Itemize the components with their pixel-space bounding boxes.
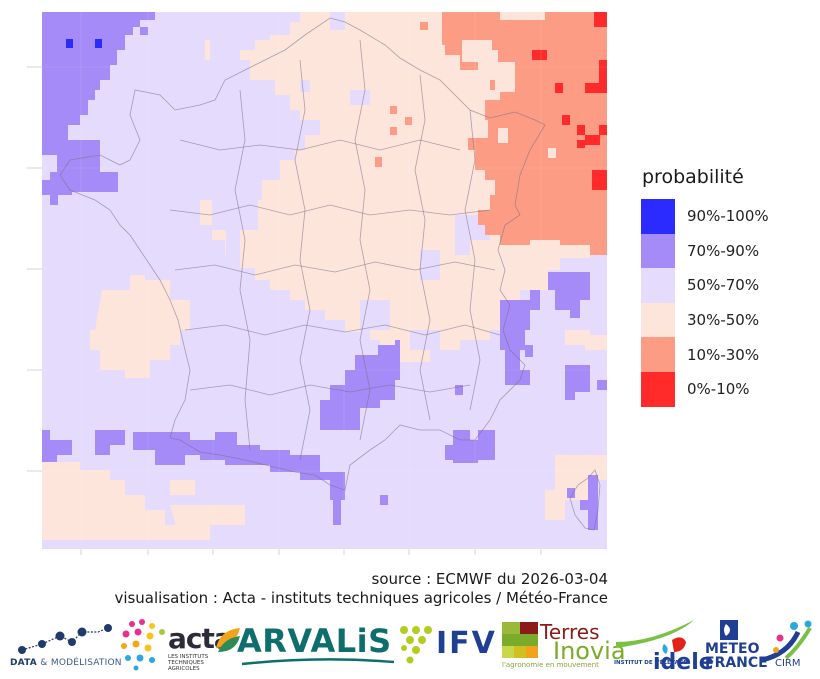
legend-title: probabilité bbox=[642, 166, 744, 188]
terres-logo-text: Terres bbox=[540, 620, 600, 644]
map-cells-0-10 bbox=[532, 12, 607, 190]
axis-ticks bbox=[27, 66, 542, 555]
idele-logo-text: idele bbox=[653, 650, 714, 675]
legend-swatch bbox=[641, 199, 675, 234]
legend-label: 30%-50% bbox=[687, 311, 760, 330]
legend-label: 10%-30% bbox=[687, 345, 760, 364]
map-cells-90-100 bbox=[66, 39, 102, 48]
idele-institut-text: INSTITUT DE L'ÉLEVAGE bbox=[614, 660, 688, 666]
legend-item-50-70: 50%-70% bbox=[641, 268, 769, 303]
visualisation-text: visualisation : Acta - instituts techniq… bbox=[114, 589, 608, 607]
legend-item-70-90: 70%-90% bbox=[641, 233, 769, 269]
source-text: source : ECMWF du 2026-03-04 bbox=[371, 570, 609, 588]
legend-swatch bbox=[641, 302, 675, 338]
legend-swatch bbox=[641, 268, 675, 303]
terres-inovia-tagline: l'agronomie en mouvement bbox=[502, 661, 599, 669]
map-cells-50-70-patches bbox=[210, 12, 490, 360]
map-cells-30-50-holes bbox=[462, 12, 556, 158]
legend-swatch bbox=[641, 233, 675, 269]
legend-swatch bbox=[641, 337, 675, 372]
legend-item-0-10: 0%-10% bbox=[641, 371, 769, 407]
legend-label: 0%-10% bbox=[687, 380, 750, 399]
arvalis-underline bbox=[241, 658, 395, 666]
france-outline bbox=[59, 17, 601, 531]
acta-dots-icon bbox=[121, 619, 165, 671]
legend-label: 50%-70% bbox=[687, 276, 760, 295]
map-caption: source : ECMWF du 2026-03-04 visualisati… bbox=[114, 570, 608, 608]
legend-swatch bbox=[641, 371, 675, 407]
ifv-grapes-icon bbox=[400, 626, 432, 664]
legend-item-30-50: 30%-50% bbox=[641, 302, 769, 338]
idele-swoosh-icon bbox=[616, 620, 694, 654]
ifv-logo-text: IFV bbox=[436, 626, 497, 661]
cirm-figures-icon bbox=[761, 620, 812, 663]
legend-label: 70%-90% bbox=[687, 241, 760, 260]
arvalis-logo-text: ARVALiS bbox=[237, 622, 392, 660]
map-cells-70-90 bbox=[42, 12, 607, 530]
data-modelisation-text: DATA & MODÉLISATION bbox=[10, 658, 122, 668]
meteo-france-logo-text: METEO FRANCE bbox=[705, 641, 768, 671]
terres-inovia-squares-icon bbox=[502, 622, 538, 658]
legend: probabilité 90%-100% 70%-90% 50%-70% 30%… bbox=[641, 166, 769, 407]
legend-item-90-100: 90%-100% bbox=[641, 199, 769, 234]
map-grid bbox=[42, 12, 607, 549]
data-modelisation-logo bbox=[18, 624, 112, 654]
legend-label: 90%-100% bbox=[687, 207, 769, 226]
probability-map bbox=[27, 12, 607, 555]
arvalis-leaf-icon bbox=[216, 628, 240, 652]
partner-logos: DATA & MODÉLISATION acta LES INSTITUTS T… bbox=[0, 618, 820, 676]
acta-logo-subtitle: LES INSTITUTS TECHNIQUES AGRICOLES bbox=[168, 654, 209, 672]
legend-item-10-30: 10%-30% bbox=[641, 337, 769, 372]
cirm-logo-text: CIRM bbox=[775, 658, 801, 669]
meteo-france-emblem-icon bbox=[720, 620, 738, 640]
inovia-logo-text: Inovia bbox=[553, 637, 626, 665]
